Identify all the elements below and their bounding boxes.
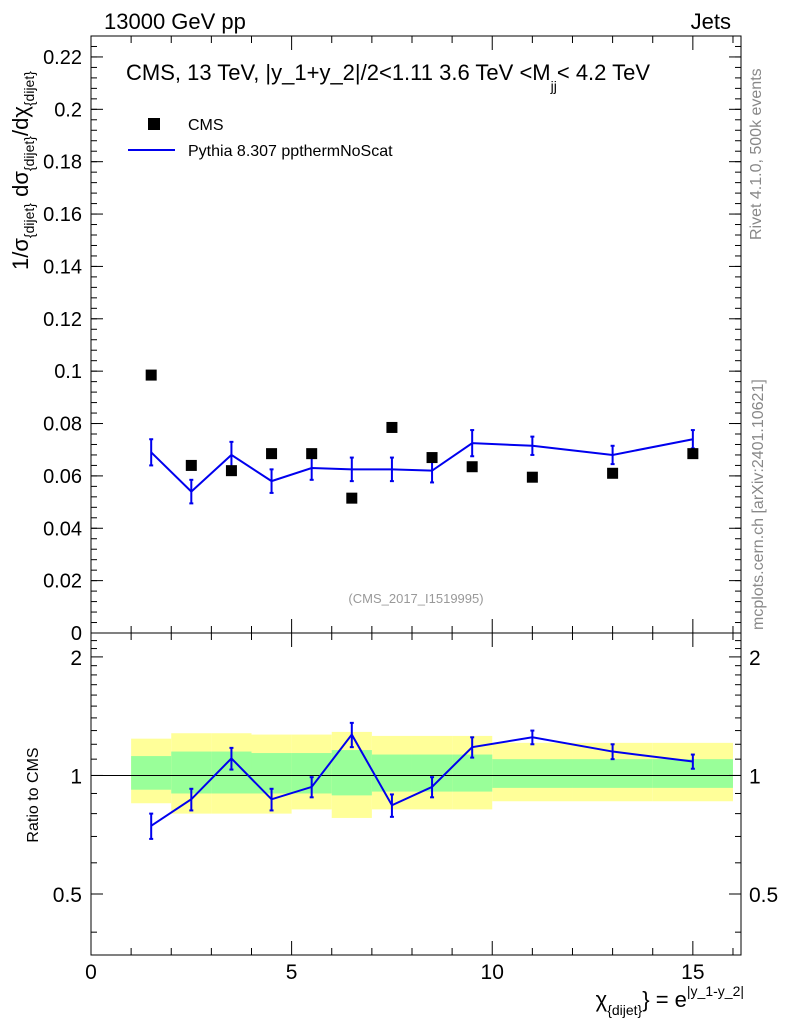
ratio-panel: 0.5 0.5 1 1 2 2 0 5 10 15 Ratio to CMS χ{dijet}} … bbox=[25, 632, 778, 1018]
ratio-band-green bbox=[572, 759, 653, 788]
main-ytick-label: 0.1 bbox=[54, 361, 82, 383]
xtick-label: 0 bbox=[85, 961, 97, 984]
analysis-watermark: (CMS_2017_I1519995) bbox=[348, 591, 483, 606]
xtick-label: 5 bbox=[286, 961, 298, 984]
cms-point bbox=[526, 471, 538, 483]
main-ytick-label: 0.12 bbox=[43, 309, 82, 331]
ratio-ytick-label: 0.5 bbox=[53, 884, 82, 907]
cms-point bbox=[145, 369, 157, 381]
main-ytick-label: 0.02 bbox=[43, 571, 82, 593]
ratio-ytick-label: 2 bbox=[70, 647, 82, 670]
rivet-version-label: Rivet 4.1.0, 500k events bbox=[748, 68, 765, 240]
cms-point bbox=[266, 448, 278, 460]
main-ytick-label: 0.18 bbox=[43, 152, 82, 174]
ratio-y-axis-label: Ratio to CMS bbox=[25, 747, 42, 842]
cms-point bbox=[386, 421, 398, 433]
main-title: CMS, 13 TeV, |y_1+y_2|/2<1.11 3.6 TeV <M… bbox=[126, 60, 650, 94]
cms-point bbox=[225, 465, 237, 477]
cms-point bbox=[426, 452, 438, 464]
main-ytick-label: 0.04 bbox=[43, 518, 82, 540]
ratio-band-green bbox=[331, 750, 372, 796]
mcplots-label: mcplots.cern.ch [arXiv:2401.10621] bbox=[750, 379, 767, 630]
ratio-line bbox=[150, 732, 693, 827]
main-ytick-label: 0 bbox=[71, 623, 82, 645]
ratio-band-green bbox=[171, 751, 212, 794]
cms-point bbox=[346, 492, 358, 504]
cms-point bbox=[607, 467, 619, 479]
cms-point bbox=[466, 461, 478, 473]
main-ytick-label: 0.14 bbox=[43, 256, 82, 278]
xtick-label: 15 bbox=[681, 961, 704, 984]
xtick-label: 10 bbox=[481, 961, 504, 984]
cms-point bbox=[687, 448, 699, 460]
main-ytick-label: 0.16 bbox=[43, 204, 82, 226]
ratio-ytick-label-right: 2 bbox=[749, 647, 761, 670]
ratio-band-green bbox=[131, 756, 172, 790]
main-ytick-label: 0.08 bbox=[43, 414, 82, 436]
ratio-band-green bbox=[251, 753, 292, 794]
ratio-frame bbox=[90, 632, 742, 956]
main-y-axis-label: 1/σ{dijet} dσ{dijet}/dχ{dijet} bbox=[8, 71, 37, 270]
ratio-ytick-label-right: 1 bbox=[749, 765, 761, 788]
ratio-ytick-label-right: 0.5 bbox=[749, 884, 778, 907]
ratio-ytick-label: 1 bbox=[70, 765, 82, 788]
x-axis-label: χ{dijet}} = e|y_1-y_2| bbox=[596, 983, 744, 1018]
process-label: Jets bbox=[691, 9, 731, 34]
legend-pythia-label: Pythia 8.307 ppthermNoScat bbox=[188, 143, 393, 160]
ratio-band-green bbox=[492, 759, 573, 788]
pythia-line bbox=[150, 438, 694, 493]
energy-label: 13000 GeV pp bbox=[104, 9, 246, 34]
main-ytick-label: 0.22 bbox=[43, 47, 82, 69]
ratio-band-green bbox=[371, 754, 412, 792]
main-ytick-label: 0.06 bbox=[43, 466, 82, 488]
main-ytick-label: 0.2 bbox=[54, 99, 82, 121]
main-panel: (CMS_2017_I1519995) 0 0.02 0.04 0.06 0.08 0.1… bbox=[8, 35, 742, 645]
legend-cms-marker bbox=[148, 118, 160, 130]
cms-point bbox=[185, 459, 197, 471]
legend-cms-label: CMS bbox=[188, 117, 224, 134]
cms-point bbox=[306, 448, 318, 460]
